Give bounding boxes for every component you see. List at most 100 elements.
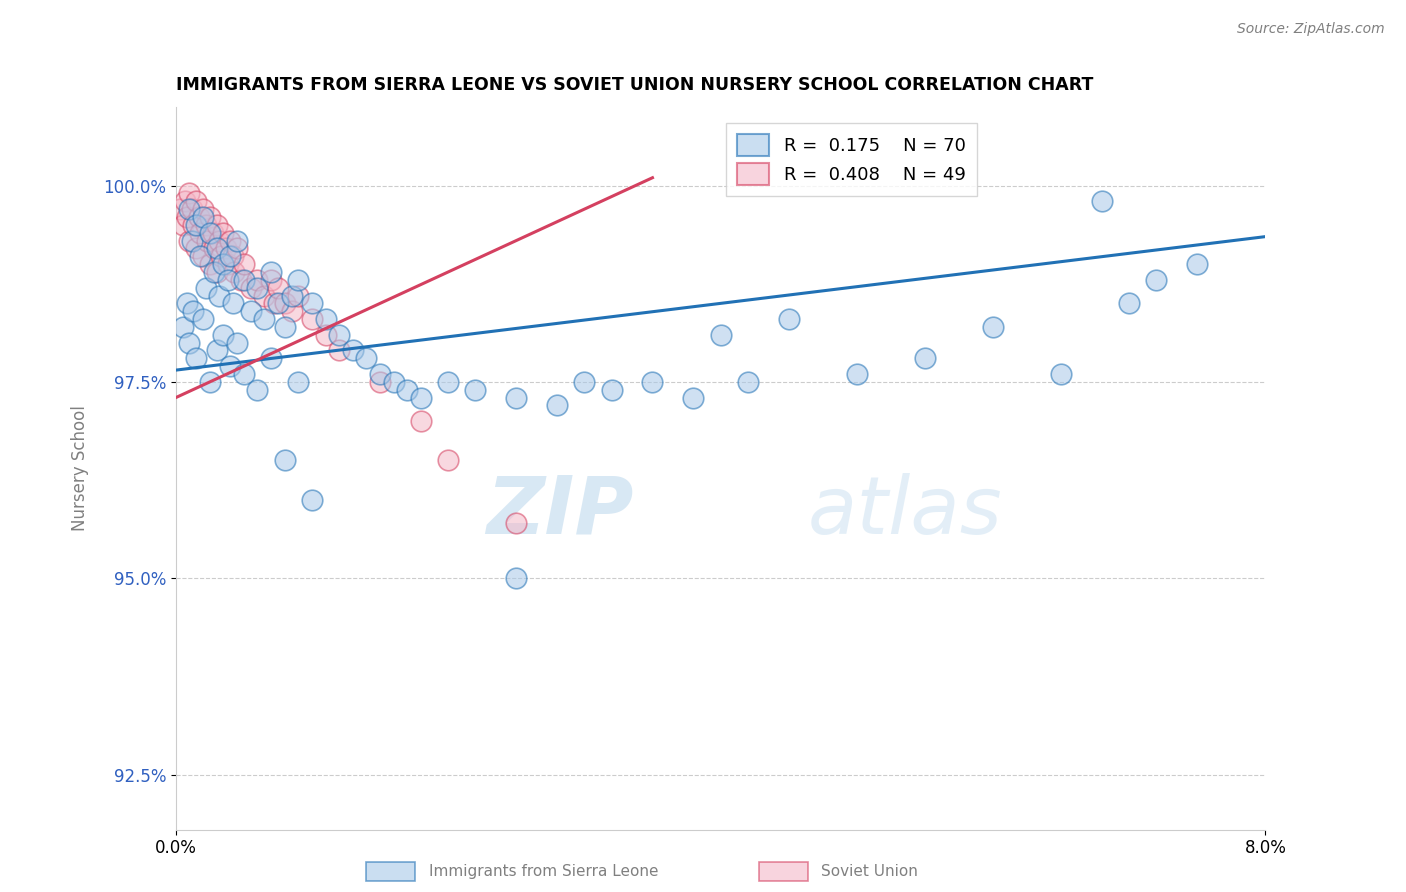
Point — [232, 367, 254, 381]
Point — [253, 288, 276, 302]
Point — [287, 375, 309, 389]
Text: Soviet Union: Soviet Union — [821, 864, 918, 879]
Point — [212, 226, 235, 240]
Point — [260, 351, 283, 366]
Point — [179, 335, 201, 350]
Point — [198, 226, 221, 240]
Point — [239, 304, 262, 318]
Point — [246, 383, 269, 397]
Point — [260, 265, 283, 279]
Point — [202, 265, 225, 279]
Point — [208, 288, 231, 302]
Point — [280, 304, 302, 318]
Point — [1187, 257, 1209, 271]
Point — [778, 312, 800, 326]
Point — [208, 234, 231, 248]
Point — [232, 273, 254, 287]
Text: ZIP: ZIP — [486, 473, 633, 550]
Point — [179, 186, 201, 201]
Point — [315, 327, 337, 342]
Y-axis label: Nursery School: Nursery School — [72, 405, 89, 532]
Point — [202, 241, 225, 255]
Point — [198, 210, 221, 224]
Point — [263, 296, 285, 310]
Point — [191, 249, 214, 263]
Point — [437, 453, 460, 467]
Point — [224, 265, 246, 279]
Point — [181, 202, 204, 216]
Point — [641, 375, 664, 389]
Text: IMMIGRANTS FROM SIERRA LEONE VS SOVIET UNION NURSERY SCHOOL CORRELATION CHART: IMMIGRANTS FROM SIERRA LEONE VS SOVIET U… — [176, 77, 1092, 95]
Point — [183, 304, 205, 318]
Point — [274, 320, 297, 334]
Point — [186, 194, 208, 209]
Point — [1091, 194, 1114, 209]
Point — [253, 312, 276, 326]
Point — [219, 234, 242, 248]
Point — [1118, 296, 1140, 310]
Point — [409, 391, 432, 405]
Point — [191, 312, 214, 326]
Point — [205, 343, 228, 358]
Point — [191, 202, 214, 216]
Point — [217, 257, 239, 271]
Point — [205, 265, 228, 279]
Point — [682, 391, 704, 405]
Point — [368, 375, 391, 389]
Point — [232, 257, 254, 271]
Point — [1050, 367, 1073, 381]
Point — [226, 241, 249, 255]
Point — [274, 453, 297, 467]
Point — [183, 218, 205, 232]
Point — [169, 202, 191, 216]
Point — [187, 210, 209, 224]
Point — [188, 249, 211, 263]
Point — [209, 249, 232, 263]
Point — [194, 218, 217, 232]
Point — [546, 399, 568, 413]
Point — [217, 273, 239, 287]
Point — [464, 383, 486, 397]
Point — [246, 281, 269, 295]
Point — [328, 327, 350, 342]
Point — [505, 516, 527, 531]
Point — [914, 351, 936, 366]
Point — [260, 273, 283, 287]
Point — [396, 383, 419, 397]
Point — [198, 257, 221, 271]
Point — [176, 210, 198, 224]
Point — [356, 351, 378, 366]
Point — [188, 226, 211, 240]
Text: Immigrants from Sierra Leone: Immigrants from Sierra Leone — [429, 864, 658, 879]
Point — [287, 288, 309, 302]
Point — [342, 343, 364, 358]
Point — [212, 327, 235, 342]
Text: Source: ZipAtlas.com: Source: ZipAtlas.com — [1237, 22, 1385, 37]
Point — [186, 218, 208, 232]
Point — [212, 257, 235, 271]
Point — [176, 296, 198, 310]
Point — [328, 343, 350, 358]
Point — [195, 234, 218, 248]
Point — [191, 210, 214, 224]
Point — [710, 327, 733, 342]
Point — [219, 249, 242, 263]
Point — [174, 194, 197, 209]
Point — [172, 320, 194, 334]
Point — [845, 367, 868, 381]
Point — [505, 571, 527, 585]
Point — [382, 375, 405, 389]
Point — [231, 273, 253, 287]
Point — [505, 391, 527, 405]
Point — [574, 375, 596, 389]
Point — [222, 249, 245, 263]
Point — [186, 351, 208, 366]
Point — [600, 383, 623, 397]
Point — [172, 218, 194, 232]
Point — [205, 241, 228, 255]
Point — [198, 375, 221, 389]
Point — [280, 288, 302, 302]
Point — [1144, 273, 1167, 287]
Point — [981, 320, 1004, 334]
Point — [179, 234, 201, 248]
